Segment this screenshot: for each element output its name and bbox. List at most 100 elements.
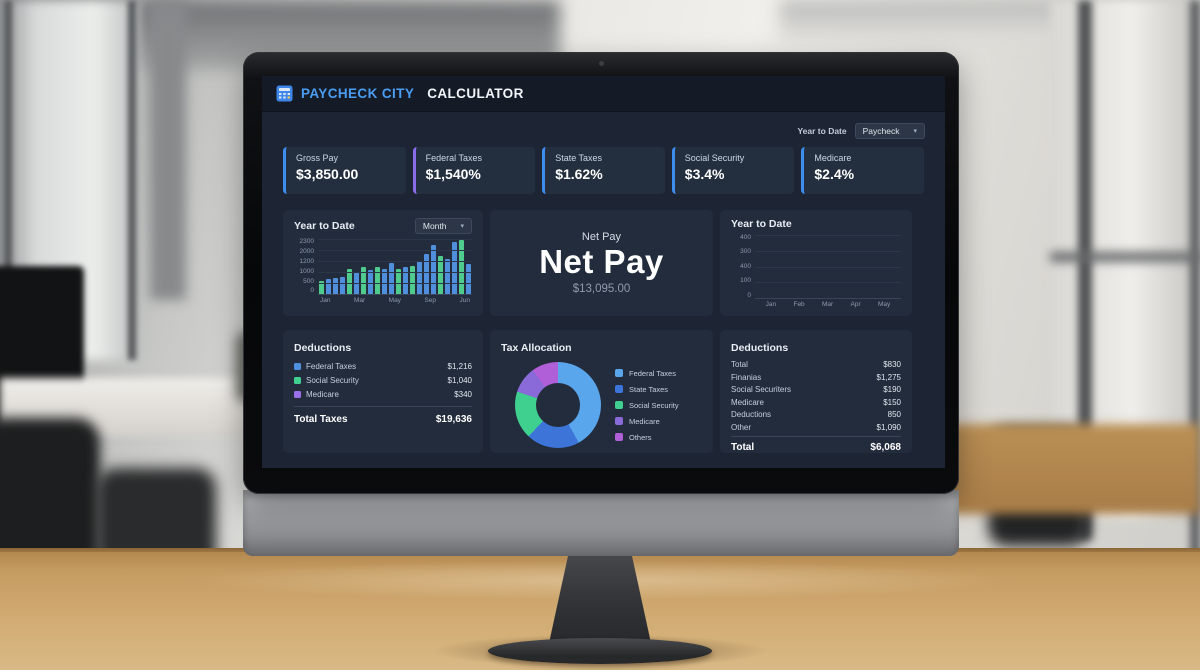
stacked-bar-plot-area [755, 235, 901, 299]
deductions-right-panel: Deductions Total $830 Finanias $1,275 So… [720, 330, 912, 453]
stacked-bar-xaxis: Jan Feb Mar Apr May [765, 301, 891, 308]
deduction-row-federal-taxes: Federal Taxes $1,216 [294, 362, 472, 371]
legend-item-medicare: Medicare [615, 417, 679, 426]
month-select-value: Month [422, 221, 447, 231]
deduction-label: Medicare [306, 390, 339, 399]
paycheck-period-select[interactable]: Paycheck ▾ [854, 123, 925, 139]
legend-item-others: Others [615, 433, 679, 442]
total-label: Total Taxes [294, 414, 348, 425]
legend-label: State Taxes [629, 384, 669, 394]
legend-swatch [294, 363, 301, 370]
total-taxes-row: Total Taxes $19,636 [294, 406, 472, 425]
webcam-dot [599, 61, 604, 66]
panel-title: Deductions [294, 342, 352, 354]
deduction-label: Finanias [731, 372, 762, 382]
legend-swatch [294, 391, 301, 398]
deduction-value: $1,275 [876, 372, 901, 382]
deductions-left-panel: Deductions Federal Taxes $1,216 Social S… [283, 330, 483, 453]
app-brand: PAYCHECK CITY CALCULATOR [276, 85, 524, 102]
stat-label: Federal Taxes [425, 153, 482, 163]
deduction-value: $830 [883, 360, 901, 369]
legend-swatch [615, 369, 623, 377]
stat-value: $2.4% [814, 166, 855, 182]
legend-label: Federal Taxes [629, 368, 676, 378]
net-pay-panel: Net Pay Net Pay $13,095.00 [490, 210, 713, 316]
deduction-row-social-security: Social Security $1,040 [294, 376, 472, 385]
glass-frame [1050, 252, 1200, 262]
stacked-bar-yaxis: 400 300 400 100 0 [740, 234, 751, 299]
stat-card-state-taxes[interactable]: State Taxes $1.62% [542, 147, 665, 194]
legend-swatch [615, 401, 623, 409]
brand-name-secondary: CALCULATOR [427, 86, 524, 101]
panel-title: Deductions [731, 342, 789, 354]
stat-value: $3.4% [684, 166, 725, 182]
total-value: $19,636 [435, 414, 472, 425]
stat-label: Medicare [814, 153, 852, 163]
stat-value: $3,850.00 [296, 166, 359, 182]
panel-title: Tax Allocation [501, 342, 572, 354]
stat-cards-row: Gross Pay $3,850.00 Federal Taxes $1,540… [283, 147, 924, 194]
donut-hole [536, 383, 580, 427]
stat-card-gross-pay[interactable]: Gross Pay $3,850.00 [283, 147, 406, 194]
stat-label: State Taxes [555, 153, 603, 163]
tax-allocation-legend: Federal Taxes State Taxes Social Securit… [615, 369, 679, 442]
year-to-date-label: Year to Date [797, 126, 847, 136]
deduction-label: Deductions [731, 410, 772, 419]
total-label: Total [731, 441, 755, 453]
ytd-stacked-chart-panel: Year to Date 400 300 400 100 0 Jan Feb Mar Apr M… [720, 210, 912, 316]
deduction-label: Total [731, 360, 748, 369]
paycheck-period-value: Paycheck [862, 126, 900, 136]
stat-label: Social Security [684, 153, 745, 163]
net-pay-label: Net Pay [581, 231, 622, 244]
deduction-value: 850 [887, 410, 901, 419]
deduction-value: $1,090 [876, 422, 901, 432]
deduction-value: $190 [883, 385, 901, 394]
deduction-row: Social Securiters $190 [731, 385, 901, 394]
deduction-label: Medicare [731, 397, 764, 407]
deduction-row: Other $1,090 [731, 423, 901, 432]
deduction-row: Total $830 [731, 360, 901, 369]
ytd-bar-yaxis: 2300 2000 1200 1000 500 0 [299, 238, 314, 295]
stat-card-medicare[interactable]: Medicare $2.4% [801, 147, 924, 194]
stat-card-federal-taxes[interactable]: Federal Taxes $1,540% [412, 147, 536, 194]
total-value: $6,068 [870, 441, 901, 453]
glass-frame [1190, 0, 1200, 560]
deduction-value: $1,040 [447, 376, 472, 385]
monitor-stand [548, 556, 652, 644]
legend-item-federal-taxes: Federal Taxes [615, 369, 679, 378]
tax-allocation-donut[interactable] [515, 362, 601, 448]
legend-swatch [615, 417, 623, 425]
legend-label: Others [629, 432, 652, 442]
legend-label: Medicare [629, 416, 660, 426]
deduction-row: Medicare $150 [731, 398, 901, 407]
legend-swatch [615, 433, 623, 441]
deduction-value: $150 [883, 397, 901, 407]
window-frame [128, 0, 136, 360]
background-credenza [940, 424, 1200, 514]
legend-item-social-security: Social Security [615, 401, 679, 410]
dashboard-screen: PAYCHECK CITY CALCULATOR Year to Date Pa… [262, 76, 945, 468]
month-select[interactable]: Month ▾ [414, 218, 472, 234]
legend-swatch [294, 377, 301, 384]
legend-swatch [615, 385, 623, 393]
ytd-bar-xaxis: Jan Mar May Sep Jun [320, 297, 470, 304]
ytd-bar-chart-panel: Year to Date Month ▾ 2300 2000 1200 1000 500… [283, 210, 483, 316]
glass-frame [1078, 0, 1092, 540]
ytd-bar-plot [318, 239, 472, 294]
panel-title: Year to Date [294, 220, 355, 232]
legend-label: Social Security [629, 400, 679, 410]
deduction-row-medicare: Medicare $340 [294, 390, 472, 399]
monitor-base [488, 638, 712, 664]
net-pay-amount: $13,095.00 [572, 282, 631, 295]
stat-card-social-security[interactable]: Social Security $3.4% [671, 147, 795, 194]
stat-value: $1,540% [425, 166, 481, 182]
window-frame [4, 0, 12, 360]
app-header: PAYCHECK CITY CALCULATOR [262, 76, 945, 112]
deduction-label: Other [731, 422, 752, 432]
net-pay-value: Net Pay [539, 243, 664, 281]
deduction-row: Deductions 850 [731, 410, 901, 419]
background-pillar [150, 0, 186, 300]
deduction-value: $340 [454, 390, 472, 399]
deduction-label: Federal Taxes [306, 362, 357, 371]
deduction-label: Social Securiters [731, 385, 792, 394]
